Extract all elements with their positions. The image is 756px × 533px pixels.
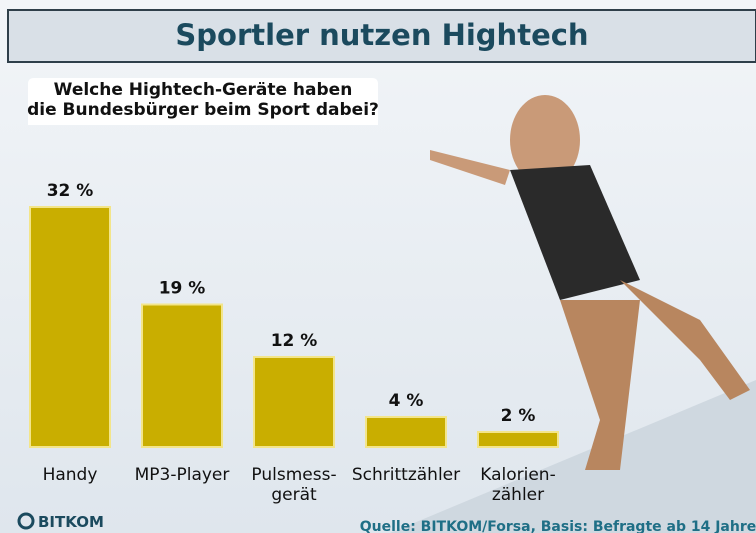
x-tick-label: Schrittzähler	[352, 465, 460, 485]
value-label: 19 %	[159, 279, 206, 299]
x-tick-label: MP3-Player	[135, 465, 230, 485]
value-label: 2 %	[501, 406, 536, 426]
x-tick-label: Handy	[43, 465, 98, 485]
bar	[478, 432, 558, 447]
logo: BITKOM	[38, 513, 104, 531]
source-note: Quelle: BITKOM/Forsa, Basis: Befragte ab…	[360, 519, 756, 533]
chart-title: Sportler nutzen Hightech	[175, 18, 588, 52]
bar	[30, 207, 110, 447]
bar	[142, 305, 222, 448]
value-label: 12 %	[271, 331, 318, 351]
bar	[254, 357, 334, 447]
value-label: 4 %	[389, 391, 424, 411]
value-label: 32 %	[47, 181, 94, 201]
bar	[366, 417, 446, 447]
chart: Sportler nutzen Hightech Welche Hightech…	[0, 0, 756, 533]
